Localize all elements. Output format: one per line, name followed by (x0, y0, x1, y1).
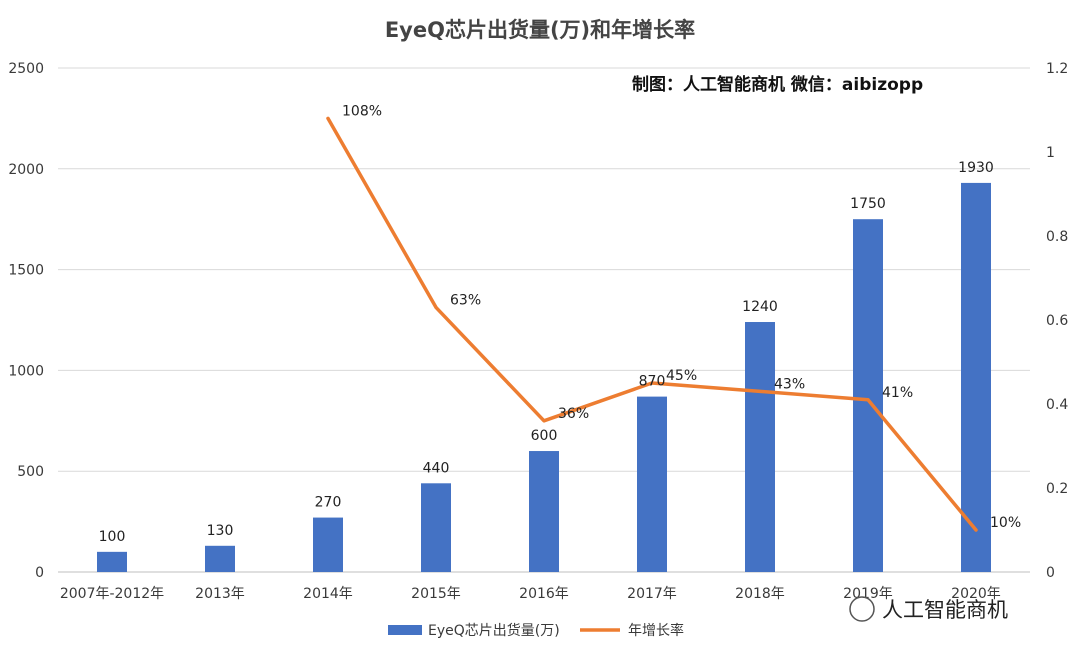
legend-bar-swatch (388, 625, 422, 635)
y-right-tick-label: 0 (1046, 565, 1055, 581)
x-tick-label: 2020年 (951, 586, 1001, 602)
y-left-tick-label: 1000 (8, 363, 44, 379)
y-right-tick-label: 1.2 (1046, 61, 1068, 77)
bar (205, 545, 235, 572)
data-labels: 100 130 270 440 600 870 1240 1750 1930 108% 63% 36%… (99, 103, 1021, 544)
growth-rate-label: 63% (450, 292, 481, 308)
bar-series (97, 182, 991, 573)
growth-rate-label: 41% (882, 385, 913, 401)
watermark-icon (849, 596, 875, 622)
line-series (326, 116, 978, 532)
bar (637, 396, 667, 572)
legend: EyeQ芯片出货量(万) 年增长率 (388, 622, 684, 639)
growth-rate-label: 108% (342, 103, 382, 119)
bar-value-label: 440 (423, 460, 450, 476)
growth-rate-label: 45% (666, 368, 697, 384)
x-tick-label: 2014年 (303, 586, 353, 602)
growth-rate-label: 43% (774, 376, 805, 392)
x-tick-label: 2007年-2012年 (60, 586, 164, 602)
bar (97, 551, 127, 572)
watermark-text: 人工智能商机 (882, 598, 1008, 622)
y-left-tick-label: 0 (35, 565, 44, 581)
x-tick-label: 2018年 (735, 586, 785, 602)
growth-rate-point (326, 116, 330, 120)
x-tick-label: 2017年 (627, 586, 677, 602)
bar-value-label: 270 (315, 495, 342, 511)
bar (313, 517, 343, 572)
bar (745, 322, 775, 572)
growth-rate-label: 10% (990, 515, 1021, 531)
y-right-tick-label: 0.4 (1046, 397, 1068, 413)
growth-rate-point (542, 419, 546, 423)
x-tick-label: 2015年 (411, 586, 461, 602)
x-tick-label: 2016年 (519, 586, 569, 602)
growth-rate-point (434, 305, 438, 309)
bar-value-label: 1750 (850, 196, 886, 212)
bar-value-label: 1930 (958, 160, 994, 176)
y-left-tick-label: 500 (17, 464, 44, 480)
growth-rate-point (974, 528, 978, 532)
bar (853, 219, 883, 572)
growth-rate-point (650, 381, 654, 385)
bar-value-label: 130 (207, 523, 234, 539)
bar-value-label: 1240 (742, 299, 778, 315)
y-left-tick-label: 1500 (8, 263, 44, 279)
bar (961, 182, 991, 573)
y-right-tick-label: 0.6 (1046, 313, 1068, 329)
growth-rate-label: 36% (558, 406, 589, 422)
growth-rate-point (866, 398, 870, 402)
y-right-tick-label: 0.2 (1046, 481, 1068, 497)
bar-value-label: 100 (99, 529, 126, 545)
x-tick-label: 2013年 (195, 586, 245, 602)
y-left-tick-label: 2500 (8, 61, 44, 77)
bar (529, 451, 559, 572)
y-left-tick-label: 2000 (8, 162, 44, 178)
credit-text: 制图：人工智能商机 微信：aibizopp (632, 74, 923, 95)
growth-rate-point (758, 389, 762, 393)
chart-title: EyeQ芯片出货量(万)和年增长率 (385, 18, 695, 42)
watermark: 人工智能商机 (849, 596, 1008, 622)
legend-bar-label: EyeQ芯片出货量(万) (428, 622, 560, 639)
bar-value-label: 870 (639, 374, 666, 390)
bar-value-label: 600 (531, 428, 558, 444)
legend-line-label: 年增长率 (628, 622, 684, 639)
bar (421, 483, 451, 572)
y-right-tick-label: 1 (1046, 145, 1055, 161)
y-right-tick-label: 0.8 (1046, 229, 1068, 245)
